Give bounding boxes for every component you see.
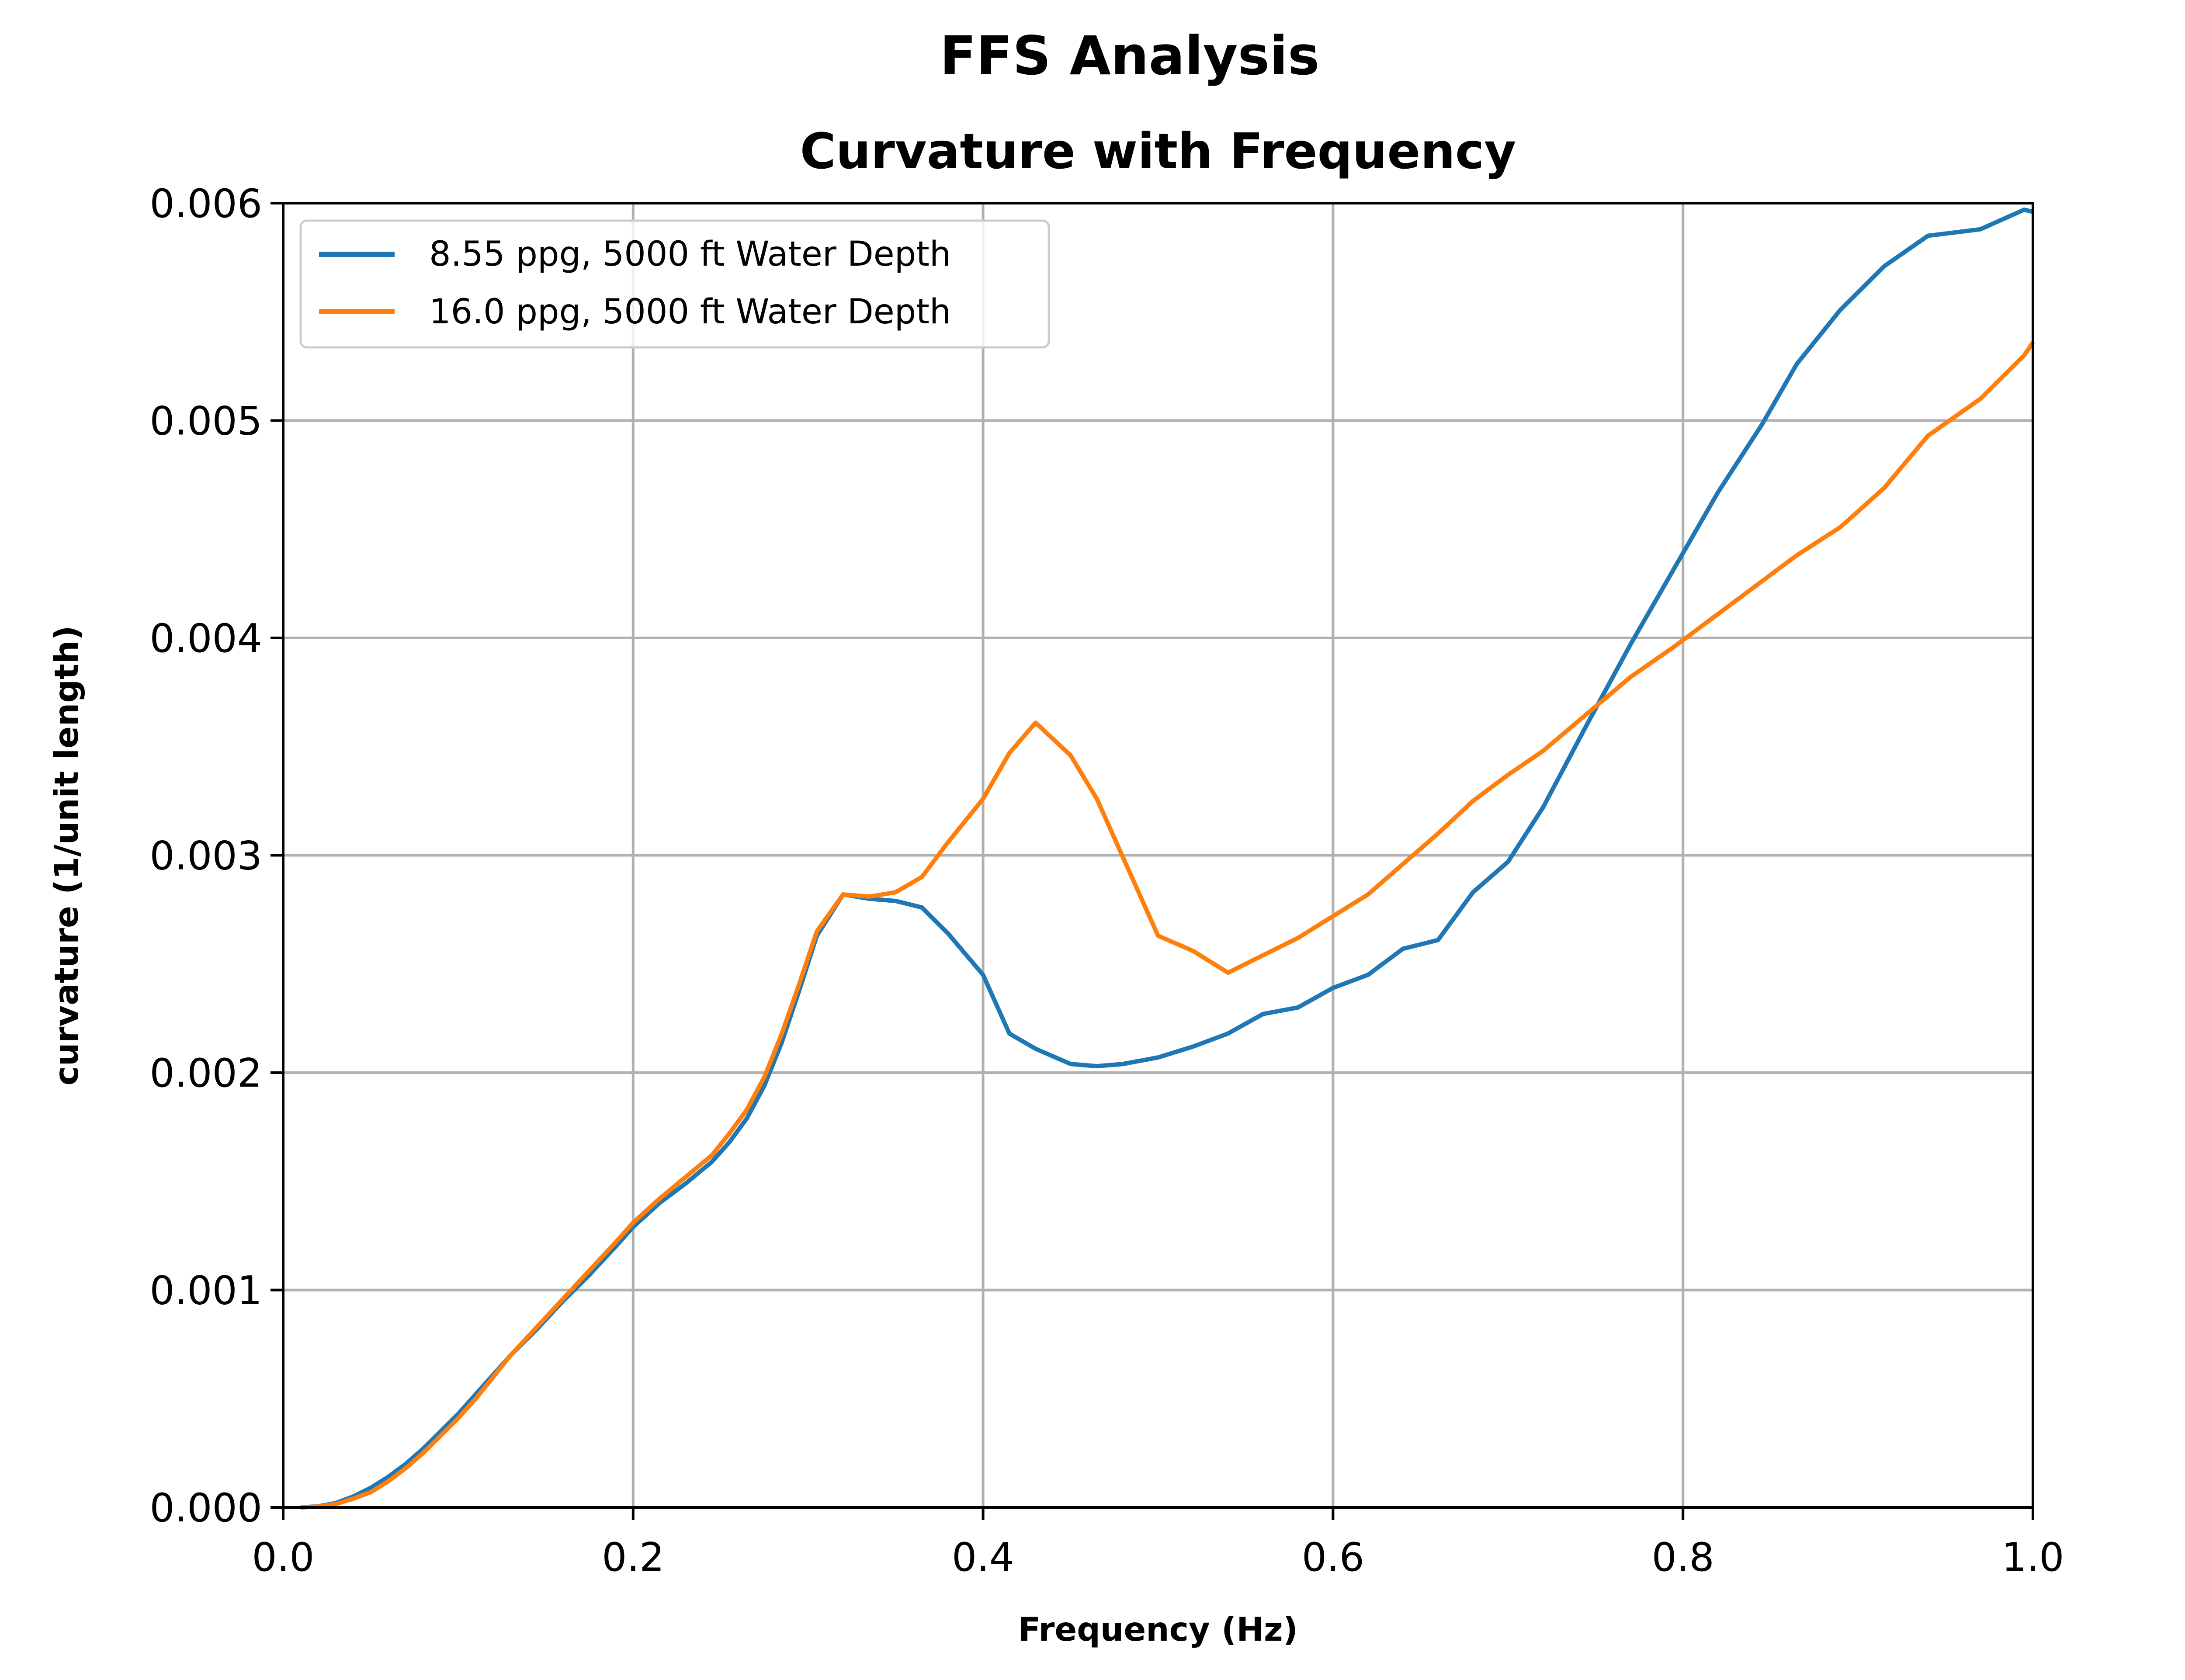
grid-lines [282,202,2034,1509]
x-tick-label: 0.8 [1652,1535,1714,1580]
x-tick-label: 0.0 [252,1535,314,1580]
chart-suptitle: FFS Analysis [940,25,1319,87]
x-tick-label: 0.6 [1302,1535,1364,1580]
chart-title: Curvature with Frequency [800,123,1516,180]
y-tick-label: 0.006 [149,181,262,227]
x-tick-label: 0.2 [602,1535,664,1580]
series-lines [300,207,2035,1510]
y-tick-label: 0.000 [149,1485,262,1531]
chart-legend: 8.55 ppg, 5000 ft Water Depth 16.0 ppg, … [299,219,1050,349]
x-tick-label: 1.0 [2001,1535,2064,1580]
y-tick-label: 0.002 [149,1050,262,1096]
series-line-2 [300,341,2035,1510]
y-tick-label: 0.001 [149,1268,262,1314]
legend-label-series-1: 8.55 ppg, 5000 ft Water Depth [429,235,951,274]
y-axis-label: curvature (1/unit length) [47,625,86,1085]
y-tick-label: 0.003 [149,833,262,879]
series-line-1 [300,207,2034,1510]
axis-ticks: 0.0 0.2 0.4 0.6 0.8 1.0 0.000 0.001 0.002 0.003 0.… [149,181,2064,1580]
y-tick-label: 0.005 [149,398,262,444]
x-axis-label: Frequency (Hz) [1018,1610,1298,1649]
x-tick-label: 0.4 [952,1535,1014,1580]
legend-label-series-2: 16.0 ppg, 5000 ft Water Depth [429,292,951,332]
y-tick-label: 0.004 [149,616,262,662]
legend-box [299,219,1050,349]
